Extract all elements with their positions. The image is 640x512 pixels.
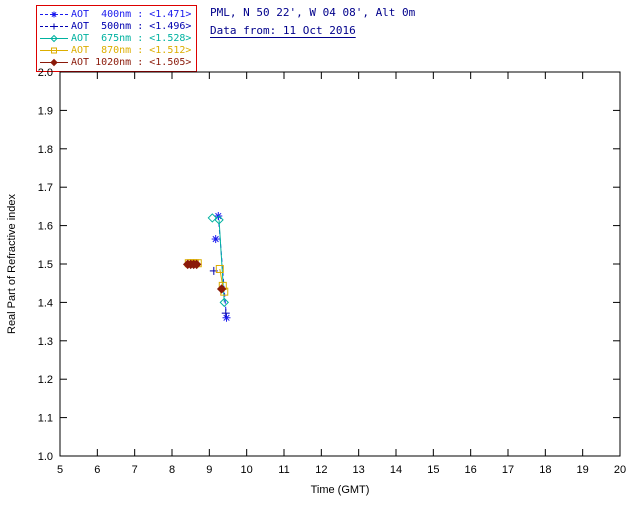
y-tick-label: 1.0 <box>38 451 53 463</box>
plot-frame <box>59 71 621 457</box>
plot-header: PML, N 50 22', W 04 08', Alt 0m Data fro… <box>210 6 415 42</box>
legend-line-sample <box>40 47 68 53</box>
marker-diamond-open <box>50 34 58 42</box>
x-tick-label: 5 <box>57 464 63 476</box>
legend-entry-aot-870nm: AOT 870nm : <1.512> <box>39 44 191 56</box>
x-tick-label: 6 <box>94 464 100 476</box>
series-aot-675nm <box>207 213 229 308</box>
x-tick-label: 8 <box>169 464 175 476</box>
x-tick-label: 14 <box>390 464 402 476</box>
x-tick-label: 19 <box>577 464 589 476</box>
legend-line-sample <box>40 34 68 42</box>
marker-plus <box>221 309 230 318</box>
marker-diamond-open <box>214 215 224 225</box>
y-tick-label: 2.0 <box>38 67 53 79</box>
legend-label: AOT 400nm : <1.471> <box>71 8 192 20</box>
date-info: Data from: 11 Oct 2016 <box>210 24 356 37</box>
x-tick-label: 9 <box>206 464 212 476</box>
series-aot-500nm <box>209 266 230 318</box>
y-tick-label: 1.2 <box>38 374 53 386</box>
marker-square-open <box>51 47 57 53</box>
y-tick-label: 1.7 <box>38 182 53 194</box>
marker-asterisk <box>211 235 220 244</box>
x-tick-label: 20 <box>614 464 626 476</box>
marker-diamond-open <box>207 213 218 223</box>
x-tick-label: 10 <box>241 464 253 476</box>
x-tick-label: 7 <box>132 464 138 476</box>
series-aot-1020nm <box>182 259 227 294</box>
marker-square-open <box>215 264 224 273</box>
x-tick-label: 11 <box>278 464 289 476</box>
y-tick-label: 1.8 <box>38 144 53 156</box>
marker-asterisk <box>51 11 57 17</box>
marker-diamond-filled <box>191 259 202 270</box>
legend-line-sample <box>40 11 68 17</box>
x-tick-label: 18 <box>539 464 551 476</box>
marker-diamond-filled <box>50 58 58 66</box>
x-tick-label: 15 <box>427 464 439 476</box>
y-axis-title: Real Part of Refractive index <box>6 193 18 334</box>
legend-label: AOT 675nm : <1.528> <box>71 32 192 44</box>
y-tick-label: 1.4 <box>38 297 53 309</box>
legend-label: AOT 500nm : <1.496> <box>71 20 192 32</box>
x-tick-label: 12 <box>315 464 327 476</box>
legend-entry-aot-1020nm: AOT 1020nm : <1.505> <box>39 56 191 68</box>
legend-box: AOT 400nm : <1.471> AOT 500nm : <1.496> AO… <box>36 5 198 72</box>
legend-line-sample <box>40 58 68 66</box>
x-tick-label: 16 <box>465 464 477 476</box>
y-tick-label: 1.3 <box>38 336 53 348</box>
legend-entry-aot-675nm: AOT 675nm : <1.528> <box>39 32 191 44</box>
legend-label: AOT 1020nm : <1.505> <box>71 56 192 68</box>
marker-plus <box>51 23 57 29</box>
series-aot-400nm <box>211 212 231 322</box>
marker-diamond-filled <box>216 284 227 294</box>
legend-entry-aot-400nm: AOT 400nm : <1.471> <box>39 8 191 20</box>
marker-diamond-open <box>219 297 229 308</box>
y-tick-label: 1.6 <box>38 221 53 233</box>
legend-line-sample <box>40 23 68 29</box>
site-info: PML, N 50 22', W 04 08', Alt 0m <box>210 6 416 19</box>
y-tick-label: 1.5 <box>38 259 53 271</box>
x-tick-label: 17 <box>502 464 514 476</box>
y-tick-label: 1.1 <box>38 413 53 425</box>
marker-asterisk <box>222 313 231 322</box>
y-tick-label: 1.9 <box>38 105 53 117</box>
legend-entry-aot-500nm: AOT 500nm : <1.496> <box>39 20 191 32</box>
x-axis-title: Time (GMT) <box>311 484 370 496</box>
legend-label: AOT 870nm : <1.512> <box>71 44 192 56</box>
x-tick-label: 13 <box>353 464 365 476</box>
